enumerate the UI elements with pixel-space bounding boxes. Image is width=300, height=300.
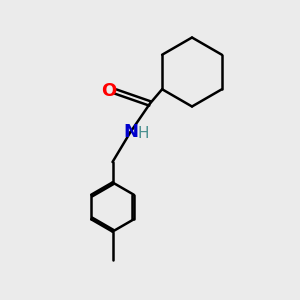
Text: H: H	[137, 126, 149, 141]
Text: O: O	[101, 82, 116, 100]
Text: N: N	[123, 123, 138, 141]
